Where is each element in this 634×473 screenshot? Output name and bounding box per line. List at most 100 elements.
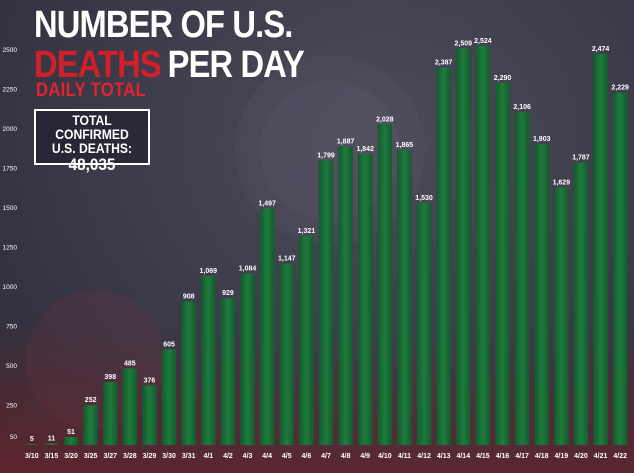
y-tick-label: 1500	[3, 205, 18, 212]
bar	[416, 203, 432, 445]
x-category-label: 4/6	[302, 453, 312, 460]
x-category-label: 3/15	[45, 453, 59, 460]
title-per-day: PER DAY	[167, 44, 305, 86]
x-category-label: 4/15	[476, 453, 490, 460]
x-category-label: 3/30	[162, 453, 176, 460]
title-line-1: NUMBER OF U.S.	[34, 4, 293, 46]
bar-value-label: 1,865	[396, 142, 414, 149]
x-category-label: 3/28	[123, 453, 137, 460]
x-category-label: 4/18	[535, 453, 549, 460]
bar-value-label: 376	[144, 378, 156, 385]
x-category-label: 4/11	[398, 453, 411, 460]
bar-value-label: 1,147	[278, 256, 296, 263]
bar	[593, 53, 608, 445]
chart-title: NUMBER OF U.S. DEATHS PER DAY	[34, 6, 348, 84]
bar	[495, 83, 510, 445]
bar	[338, 146, 353, 445]
bar	[573, 162, 589, 445]
x-category-label: 4/17	[515, 453, 529, 460]
bar	[83, 405, 98, 445]
bar-value-label: 2,290	[494, 75, 512, 82]
y-tick-label: 250	[6, 402, 17, 409]
total-deaths-value: 48,035	[68, 155, 116, 174]
bar-value-label: 2,028	[376, 116, 394, 123]
bar	[397, 150, 412, 446]
y-tick-label: 1000	[3, 284, 18, 291]
bar-value-label: 252	[85, 397, 97, 404]
bar	[24, 444, 40, 445]
x-category-label: 4/3	[243, 453, 253, 460]
bar	[357, 153, 373, 445]
bar	[612, 92, 628, 445]
bar-value-label: 1,321	[298, 228, 316, 235]
x-category-label: 4/20	[574, 453, 588, 460]
bar-value-label: 605	[163, 341, 175, 348]
y-tick-label: 2500	[3, 47, 18, 54]
x-category-label: 4/13	[437, 453, 451, 460]
y-tick-label: 50	[10, 434, 18, 441]
title-deaths-word: DEATHS	[34, 44, 162, 86]
bar	[142, 385, 157, 445]
bar	[456, 48, 471, 445]
bar-value-label: 2,474	[592, 46, 610, 53]
bar	[436, 67, 451, 446]
bar	[279, 263, 295, 445]
bar-value-label: 1,887	[337, 139, 355, 146]
total-deaths-label: TOTAL CONFIRMED U.S. DEATHS:	[51, 113, 133, 156]
bar	[475, 46, 491, 445]
bar	[299, 236, 314, 445]
x-category-label: 4/5	[282, 453, 292, 460]
bar-value-label: 1,084	[239, 266, 257, 273]
bar-value-label: 398	[104, 374, 116, 381]
x-category-label: 4/8	[341, 453, 351, 460]
x-category-label: 3/31	[182, 453, 196, 460]
bar-value-label: 1,629	[553, 179, 571, 186]
bar-value-label: 485	[124, 360, 136, 367]
bar	[240, 273, 255, 445]
bar	[201, 276, 216, 445]
x-category-label: 4/16	[496, 453, 510, 460]
bar	[377, 124, 393, 446]
y-tick-label: 1250	[3, 244, 18, 251]
x-category-label: 3/25	[84, 453, 98, 460]
y-tick-label: 2250	[3, 86, 18, 93]
x-category-label: 4/22	[613, 453, 627, 460]
y-tick-label: 2000	[3, 126, 18, 133]
title-line-2: DEATHS PER DAY	[34, 44, 305, 86]
bar-value-label: 11	[48, 435, 56, 442]
bar-value-label: 2,229	[611, 85, 629, 92]
y-tick-label: 1750	[3, 165, 18, 172]
x-category-label: 4/2	[223, 453, 233, 460]
bar-value-label: 51	[67, 429, 75, 436]
bar	[63, 436, 79, 445]
bar	[103, 382, 118, 445]
x-category-label: 3/29	[143, 453, 157, 460]
x-category-label: 4/14	[456, 453, 470, 460]
x-category-label: 4/4	[262, 453, 272, 460]
x-category-label: 3/27	[103, 453, 117, 460]
x-category-label: 3/20	[64, 453, 78, 460]
bar	[259, 208, 275, 445]
bar-value-label: 1,069	[200, 268, 218, 275]
chart-subtitle: DAILY TOTAL	[36, 80, 147, 101]
bar	[318, 160, 334, 445]
bar-value-label: 2,387	[435, 60, 453, 67]
bar	[44, 443, 59, 445]
bar-value-label: 2,509	[455, 40, 473, 47]
bar-value-label: 1,787	[572, 155, 590, 162]
bar	[122, 368, 138, 445]
bar-value-label: 1,530	[415, 195, 433, 202]
y-tick-label: 500	[6, 363, 17, 370]
y-tick-label: 750	[6, 323, 17, 330]
bar-value-label: 1,842	[356, 146, 374, 153]
x-category-label: 4/19	[555, 453, 569, 460]
bar	[220, 298, 236, 445]
bar-value-label: 5	[30, 436, 34, 443]
x-category-label: 4/21	[594, 453, 608, 460]
bar-value-label: 929	[222, 290, 234, 297]
x-category-label: 4/9	[360, 453, 370, 460]
x-category-label: 4/10	[378, 453, 392, 460]
bar-value-label: 2,106	[513, 104, 531, 111]
bar-value-label: 1,799	[317, 153, 335, 160]
